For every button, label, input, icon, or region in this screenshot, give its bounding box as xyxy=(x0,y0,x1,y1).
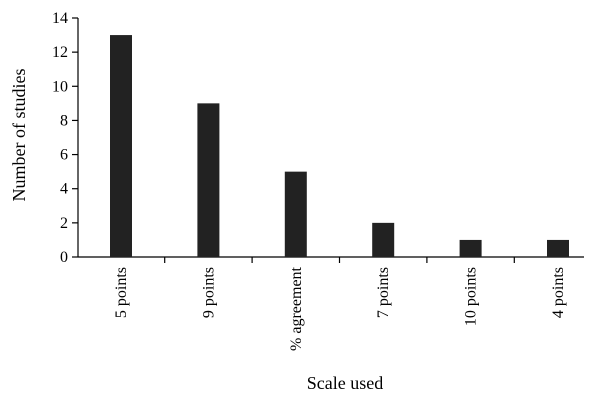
y-tick-label: 2 xyxy=(60,215,68,232)
bars xyxy=(110,35,569,258)
x-axis: 5 points 9 points % agreement 7 points 10 po… xyxy=(78,256,584,351)
y-tick-label: 4 xyxy=(60,181,68,198)
x-axis-title: Scale used xyxy=(307,373,383,393)
y-axis-title: Number of studies xyxy=(9,69,29,202)
x-tick-label: 10 points xyxy=(463,267,480,326)
y-axis: 0 2 4 6 8 10 12 14 xyxy=(52,10,79,266)
y-tick-label: 6 xyxy=(60,147,68,164)
y-tick-label: 12 xyxy=(52,44,68,61)
bar-5-points xyxy=(110,35,132,258)
y-tick-label: 14 xyxy=(52,10,68,27)
y-tick-label: 0 xyxy=(60,249,68,266)
bar-7-points xyxy=(372,222,395,257)
x-tick-label: 9 points xyxy=(200,267,217,318)
bar-4-points xyxy=(547,239,569,257)
x-tick-label: 5 points xyxy=(113,267,130,318)
x-ticks: 5 points 9 points % agreement 7 points 10 po… xyxy=(113,257,567,351)
bar-10-points xyxy=(459,239,482,257)
x-tick-label: % agreement xyxy=(288,266,305,351)
x-tick-label: 4 points xyxy=(550,267,567,318)
y-tick-label: 8 xyxy=(60,112,68,129)
x-tick-label: 7 points xyxy=(375,267,392,318)
y-tick-label: 10 xyxy=(52,78,68,95)
y-ticks: 0 2 4 6 8 10 12 14 xyxy=(52,10,78,266)
bar-9-points xyxy=(197,103,220,257)
bar-agreement xyxy=(284,171,307,257)
